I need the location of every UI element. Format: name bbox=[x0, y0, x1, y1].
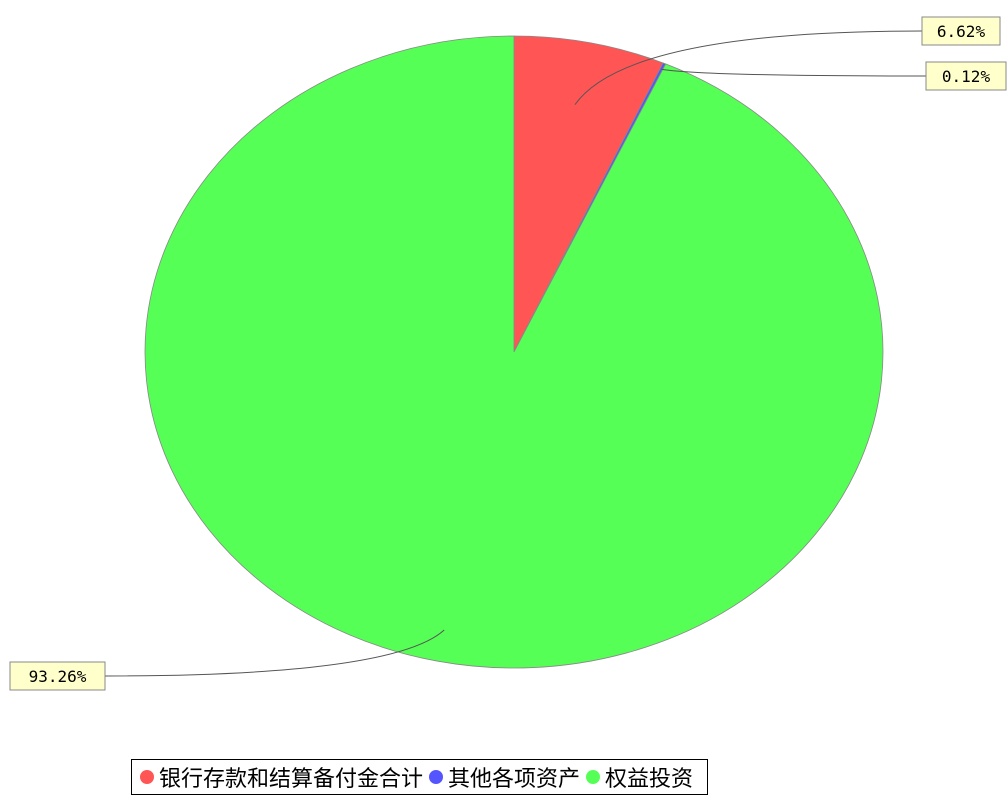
legend-item-equity-investment: 权益投资 bbox=[586, 761, 693, 793]
legend-label: 权益投资 bbox=[605, 767, 694, 792]
data-label-equity-investment: 93.26% bbox=[29, 667, 87, 686]
data-label-box-bank-deposits bbox=[921, 16, 1001, 46]
leader-line-bank-deposits bbox=[574, 30, 923, 105]
legend-swatch bbox=[140, 770, 154, 784]
data-label-bank-deposits: 6.62% bbox=[937, 22, 986, 41]
legend-label: 其他各项资产 bbox=[448, 767, 581, 792]
pie-slices bbox=[144, 35, 884, 669]
leader-line-equity-investment bbox=[104, 629, 445, 677]
data-label-box-equity-investment bbox=[9, 661, 106, 691]
pie-slice-equity-investment bbox=[144, 35, 884, 669]
slice-labels: 6.62% 0.12% 93.26% bbox=[9, 16, 1007, 691]
legend-item-other-assets: 其他各项资产 bbox=[429, 761, 580, 793]
pie-slice-bank-deposits bbox=[513, 35, 664, 353]
data-label-box-other-assets bbox=[925, 61, 1007, 91]
legend-swatch bbox=[429, 770, 444, 784]
data-label-other-assets: 0.12% bbox=[942, 67, 991, 86]
leader-line-other-assets bbox=[661, 68, 927, 77]
legend-item-bank-deposits: 银行存款和结算备付金合计 bbox=[140, 761, 423, 793]
legend: 银行存款和结算备付金合计 其他各项资产 权益投资 bbox=[131, 759, 709, 795]
legend-label: 银行存款和结算备付金合计 bbox=[159, 767, 424, 792]
legend-swatch bbox=[586, 770, 601, 784]
